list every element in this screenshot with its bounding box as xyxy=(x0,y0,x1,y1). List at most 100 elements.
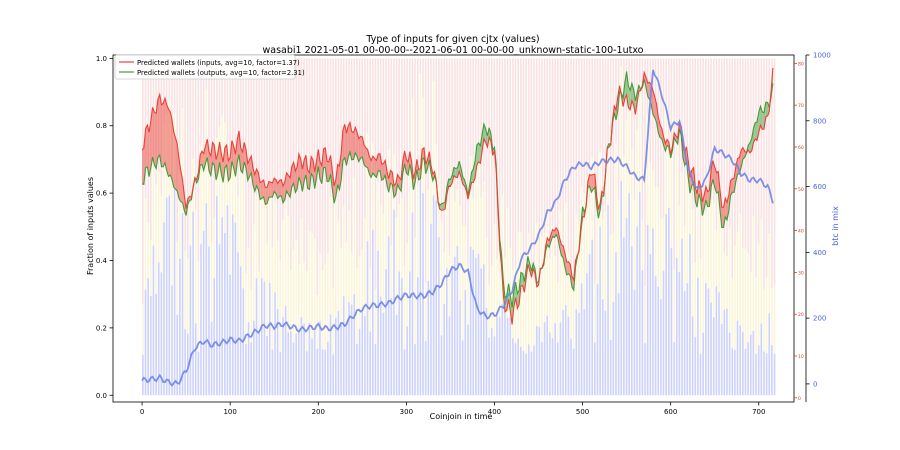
fill-segment xyxy=(564,253,567,275)
bar-segment-blue xyxy=(290,331,292,396)
bar-segment-blue xyxy=(578,312,580,396)
bar-segment-blue xyxy=(253,320,255,396)
bar-segment-yellow xyxy=(498,235,501,318)
bar-segment-pink xyxy=(414,58,416,238)
fill-segment xyxy=(552,229,555,238)
fill-segment xyxy=(480,134,483,164)
bar-segment-yellow xyxy=(736,231,739,321)
bar-segment-yellow xyxy=(747,252,749,343)
bar-segment-yellow xyxy=(448,255,451,317)
bar-segment-pink xyxy=(218,58,221,127)
bar-segment-blue xyxy=(504,310,506,396)
x-axis-label: Coinjoin in time xyxy=(430,412,493,421)
bar-segment-yellow xyxy=(361,249,364,311)
fill-segment xyxy=(152,107,155,165)
fill-segment xyxy=(228,157,231,181)
bar-segment-blue xyxy=(411,212,414,396)
fill-segment xyxy=(357,132,359,162)
bar-segment-pink xyxy=(443,58,445,253)
bar-segment-yellow xyxy=(768,233,771,314)
bar-segment-pink xyxy=(411,58,414,100)
bar-segment-yellow xyxy=(239,172,242,267)
bar-segment-pink xyxy=(268,58,271,186)
bar-segment-pink xyxy=(385,58,387,190)
bar-segment-yellow xyxy=(686,176,689,284)
bar-segment-yellow xyxy=(683,225,686,292)
x-tick-label: 700 xyxy=(752,408,765,416)
bar-segment-pink xyxy=(707,58,710,192)
bar-segment-yellow xyxy=(303,262,305,324)
bar-segment-blue xyxy=(525,353,527,396)
fill-segment xyxy=(157,94,160,158)
fill-segment xyxy=(156,99,158,169)
bar-segment-pink xyxy=(189,58,192,193)
bar-segment-yellow xyxy=(588,202,591,255)
bar-segment-pink xyxy=(699,58,702,260)
bar-segment-yellow xyxy=(181,108,184,214)
fill-segment xyxy=(371,156,373,178)
bar-segment-blue xyxy=(712,317,715,396)
bar-segment-blue xyxy=(472,249,475,396)
bar-segment-pink xyxy=(734,58,736,246)
bar-segment-blue xyxy=(179,258,181,396)
bar-segment-blue xyxy=(345,321,348,396)
bar-segment-blue xyxy=(171,285,173,396)
bar-segment-yellow xyxy=(607,147,609,206)
fill-segment xyxy=(364,145,366,167)
bar-segment-yellow xyxy=(311,232,313,339)
bar-segment-pink xyxy=(416,58,419,186)
bar-segment-pink xyxy=(514,58,517,268)
bar-segment-pink xyxy=(541,58,543,237)
bar-segment-pink xyxy=(337,58,340,221)
bar-segment-pink xyxy=(601,58,604,219)
bar-segment-blue xyxy=(699,353,702,396)
bar-segment-blue xyxy=(427,280,430,396)
bar-segment-blue xyxy=(340,322,342,396)
bar-segment-pink xyxy=(588,58,591,203)
bar-segment-blue xyxy=(646,225,649,396)
bar-segment-blue xyxy=(464,290,467,396)
bar-segment-yellow xyxy=(276,240,279,310)
bar-segment-yellow xyxy=(263,183,266,282)
chart-subtitle: wasabi1 2021-05-01 00-00-00--2021-06-01 … xyxy=(262,45,643,56)
fill-segment xyxy=(515,282,518,309)
bar-segment-yellow xyxy=(760,219,763,324)
x-tick-label: 200 xyxy=(312,408,325,416)
fill-segment xyxy=(455,167,458,178)
bar-segment-blue xyxy=(742,331,744,396)
bar-segment-yellow xyxy=(274,201,276,293)
bar-segment-blue xyxy=(395,314,398,396)
bar-segment-blue xyxy=(329,314,332,396)
bar-segment-yellow xyxy=(726,256,728,309)
bar-segment-blue xyxy=(580,283,583,396)
bar-segment-blue xyxy=(189,245,192,396)
bar-segment-blue xyxy=(245,344,247,396)
bar-segment-blue xyxy=(557,342,559,396)
bar-segment-yellow xyxy=(527,232,530,345)
bar-segment-blue xyxy=(321,349,324,396)
fill-segment xyxy=(707,190,710,207)
bar-segment-pink xyxy=(509,58,512,249)
bar-segment-blue xyxy=(559,322,562,396)
bar-segment-yellow xyxy=(340,247,342,323)
fill-segment xyxy=(344,124,347,166)
bar-segment-pink xyxy=(633,58,636,200)
fill-segment xyxy=(240,147,243,173)
bar-segment-pink xyxy=(221,58,223,116)
bar-segment-yellow xyxy=(773,284,776,354)
bar-segment-blue xyxy=(205,203,208,396)
bar-segment-pink xyxy=(586,58,588,177)
bar-segment-blue xyxy=(660,299,662,396)
bar-segment-yellow xyxy=(218,126,221,245)
bar-segment-yellow xyxy=(160,196,163,273)
bar-segment-yellow xyxy=(638,82,641,193)
bar-segment-yellow xyxy=(654,187,657,277)
bar-segment-blue xyxy=(549,332,551,396)
fill-segment xyxy=(154,112,157,169)
fill-segment xyxy=(732,178,735,193)
bar-segment-blue xyxy=(670,247,673,396)
y3-tick-label: 30 xyxy=(798,270,804,276)
bar-segment-pink xyxy=(313,58,316,239)
bar-segment-pink xyxy=(184,58,186,252)
bar-segment-blue xyxy=(728,332,731,396)
